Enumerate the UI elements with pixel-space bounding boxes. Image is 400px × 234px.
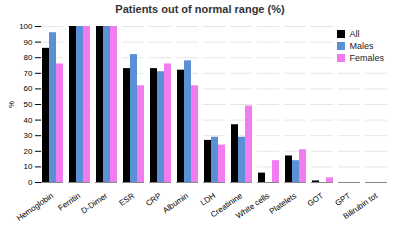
svg-text:Albumin: Albumin <box>161 191 190 215</box>
svg-text:LDH: LDH <box>199 191 217 208</box>
svg-text:0: 0 <box>28 178 33 187</box>
svg-text:D-Dimer: D-Dimer <box>80 191 110 216</box>
svg-text:GOT: GOT <box>306 191 325 208</box>
html-text:Patients out of normal range (: Patients out of normal range (%) <box>115 3 285 15</box>
svg-text:CRP: CRP <box>144 191 163 208</box>
svg-text:ESR: ESR <box>117 191 136 208</box>
svg-text:60: 60 <box>24 84 33 93</box>
svg-text:80: 80 <box>24 53 33 62</box>
svg-text:Creatinine: Creatinine <box>209 191 245 220</box>
svg-text:40: 40 <box>24 116 33 125</box>
html-text:All: All <box>349 29 360 39</box>
svg-text:30: 30 <box>24 131 33 140</box>
svg-text:Ferritin: Ferritin <box>57 191 83 213</box>
svg-text:70: 70 <box>24 69 33 78</box>
svg-text:White cells: White cells <box>234 191 271 221</box>
svg-text:Hemoglobin: Hemoglobin <box>15 191 55 223</box>
svg-text:Platelets: Platelets <box>268 191 298 216</box>
svg-text:Bilirubin tot: Bilirubin tot <box>342 191 380 222</box>
svg-text:%: % <box>7 101 16 108</box>
svg-text:50: 50 <box>24 100 33 109</box>
svg-text:90: 90 <box>24 38 33 47</box>
svg-text:20: 20 <box>24 147 33 156</box>
svg-text:10: 10 <box>24 162 33 171</box>
html-text:Males: Males <box>349 41 374 51</box>
html-text:Females: Females <box>349 53 384 63</box>
svg-text:GPT: GPT <box>333 191 352 208</box>
svg-text:100: 100 <box>19 22 33 31</box>
